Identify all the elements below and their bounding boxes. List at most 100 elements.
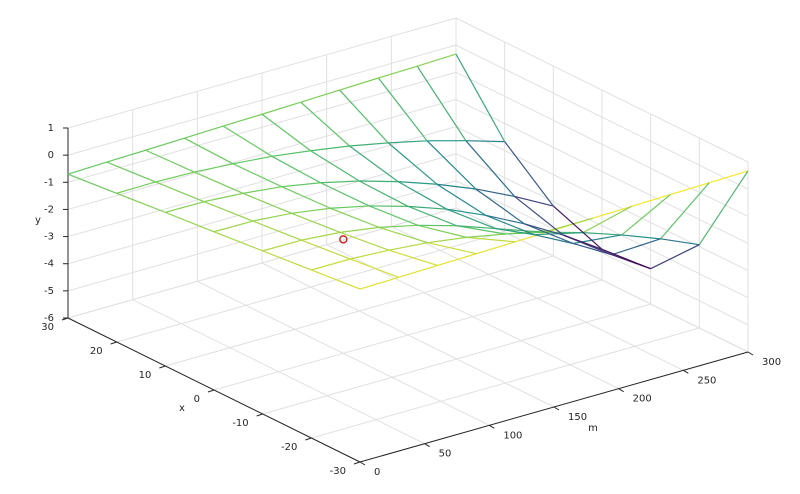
- m-tick-label: 300: [762, 357, 781, 368]
- mesh-segment: [437, 253, 477, 267]
- mesh-segment: [465, 140, 505, 143]
- mesh-segment: [466, 233, 506, 238]
- tick-mark: [359, 461, 366, 466]
- mesh-segment: [611, 238, 661, 256]
- mesh-segment: [621, 194, 671, 236]
- mesh-segment: [485, 214, 525, 225]
- mesh-segment: [427, 242, 477, 255]
- mesh-segment: [359, 180, 409, 207]
- grid-line: [197, 280, 490, 426]
- mesh-segment: [252, 212, 292, 222]
- mesh-segment: [562, 234, 603, 250]
- mesh-segment: [407, 205, 447, 210]
- mesh-segment: [106, 149, 146, 163]
- tick-mark: [256, 413, 263, 417]
- grid-line: [455, 44, 749, 190]
- mesh-segment: [495, 227, 545, 233]
- mesh-segment: [543, 217, 593, 233]
- grid-line: [455, 71, 749, 217]
- mesh-segment: [300, 89, 340, 103]
- mesh-segment: [698, 170, 749, 246]
- mesh-segment: [359, 276, 399, 290]
- mesh-segment: [456, 225, 506, 235]
- grid-line: [67, 71, 457, 183]
- mesh-segment: [426, 140, 477, 190]
- z-axis-label: y: [35, 215, 41, 226]
- mesh-segment: [388, 249, 438, 267]
- tick-mark: [553, 406, 560, 411]
- mesh-segment: [281, 186, 331, 209]
- mesh-segment: [311, 269, 361, 290]
- x-tick-label: 0: [194, 394, 200, 405]
- mesh-segment: [291, 212, 341, 233]
- mesh-segment: [213, 220, 253, 233]
- mesh-segment: [67, 161, 107, 175]
- mesh-segment: [417, 53, 457, 67]
- z-tick-label: 1: [48, 123, 54, 134]
- mesh-segment: [534, 234, 574, 245]
- x-tick-label: -10: [232, 418, 248, 429]
- grid-line: [67, 44, 457, 156]
- mesh-segment: [349, 142, 389, 147]
- m-tick-label: 250: [697, 375, 716, 386]
- mesh-segment: [349, 145, 399, 183]
- x-tick-label: 10: [139, 370, 152, 381]
- mesh-segment: [427, 236, 467, 244]
- mesh-segment: [330, 205, 370, 209]
- mesh-segment: [465, 140, 515, 197]
- mesh-segment: [514, 195, 554, 207]
- mesh-segment: [592, 205, 632, 219]
- mesh-segment: [495, 227, 535, 236]
- m-tick-label: 200: [633, 394, 652, 405]
- mesh-segment: [524, 223, 574, 245]
- mesh-segment: [310, 145, 350, 152]
- mesh-segment: [184, 125, 224, 139]
- mesh-segment: [116, 192, 166, 213]
- mesh-segment: [709, 170, 749, 184]
- mesh-segment: [398, 264, 438, 278]
- mesh-segment: [368, 205, 419, 226]
- mesh-segment: [504, 141, 554, 207]
- x-tick-label: -20: [281, 442, 297, 453]
- mesh-segment: [310, 150, 360, 182]
- z-tick-label: -6: [44, 313, 54, 324]
- tick-mark: [618, 388, 624, 393]
- grid-line: [455, 180, 749, 326]
- mesh-segment: [456, 225, 496, 230]
- mesh-segment: [165, 201, 205, 213]
- mesh-segment: [116, 181, 156, 194]
- mesh-segment: [222, 125, 273, 157]
- mesh-segment: [378, 226, 428, 244]
- mesh-segment: [552, 205, 603, 250]
- grid-line: [67, 180, 457, 292]
- tick-mark: [353, 461, 361, 465]
- mesh-segment: [377, 77, 428, 142]
- tick-mark: [747, 351, 754, 356]
- mesh-segment: [262, 239, 302, 252]
- mesh-segment: [300, 101, 350, 147]
- mesh-segment: [262, 250, 312, 271]
- mesh-segment: [379, 224, 418, 228]
- z-tick-label: -3: [44, 232, 54, 243]
- mesh-segment: [145, 137, 185, 151]
- mesh-segment: [155, 181, 205, 203]
- m-axis-label: m: [588, 423, 598, 434]
- grid-line: [67, 153, 457, 265]
- grid-line: [455, 126, 749, 272]
- m-tick-label: 100: [503, 430, 522, 441]
- mesh-segment: [475, 188, 525, 225]
- mesh-segment: [349, 258, 400, 278]
- mesh-segment: [514, 195, 564, 236]
- mesh-segment: [416, 65, 467, 141]
- tick-mark: [159, 365, 166, 369]
- mesh-segment: [388, 242, 428, 251]
- z-tick-label: 0: [48, 150, 54, 161]
- mesh-segment: [446, 208, 496, 230]
- mesh-segment: [311, 258, 351, 271]
- grid-line: [455, 98, 749, 244]
- grid-line: [455, 153, 749, 299]
- mesh-segment: [184, 137, 234, 165]
- z-tick-label: -5: [44, 286, 54, 297]
- x-tick-label: 30: [41, 322, 54, 333]
